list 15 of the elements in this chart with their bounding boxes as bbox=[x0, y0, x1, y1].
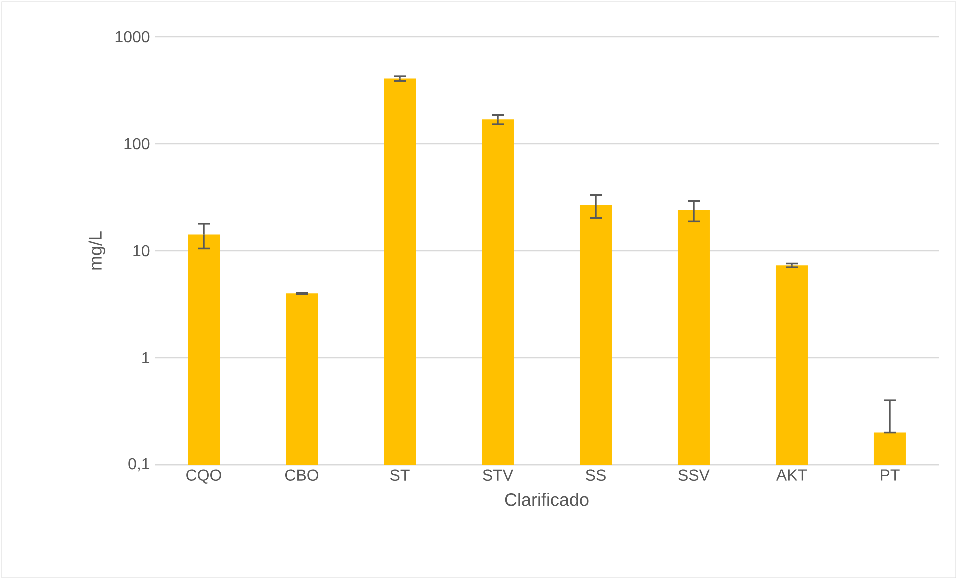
y-tick-label: 0,1 bbox=[128, 458, 150, 472]
y-axis-title: mg/L bbox=[88, 232, 106, 270]
x-tick-label: AKT bbox=[776, 470, 808, 481]
x-tick-label: CBO bbox=[285, 470, 319, 482]
x-tick-label: STV bbox=[483, 470, 514, 482]
x-tick-label: CQO bbox=[186, 470, 222, 484]
x-tick-label: SSV bbox=[678, 470, 710, 482]
x-tick-label: PT bbox=[881, 470, 900, 481]
x-axis-title: Clarificado bbox=[505, 493, 589, 506]
y-tick-label: 100 bbox=[124, 138, 150, 150]
y-tick-label: 10 bbox=[134, 245, 150, 257]
x-tick-label: SS bbox=[586, 470, 606, 482]
y-tick-label: 1 bbox=[142, 352, 150, 364]
x-tick-label: ST bbox=[390, 470, 410, 482]
y-tick-label: 1000 bbox=[116, 31, 150, 43]
